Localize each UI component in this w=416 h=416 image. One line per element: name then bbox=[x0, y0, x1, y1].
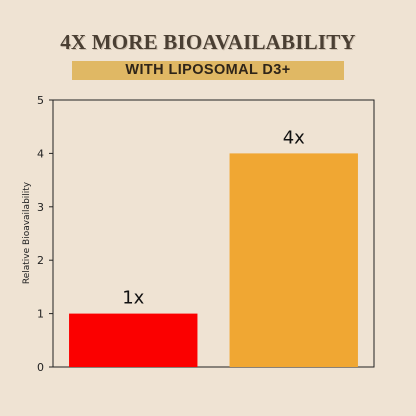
y-tick-label: 5 bbox=[37, 94, 44, 107]
bar bbox=[229, 153, 358, 367]
bar-data-label: 4x bbox=[283, 127, 305, 148]
plot-frame bbox=[52, 99, 375, 368]
y-tick-label: 0 bbox=[37, 361, 44, 374]
chart-subtitle-band: WITH LIPOSOMAL D3+ bbox=[72, 61, 344, 80]
y-axis-label: Relative Bioavailability bbox=[22, 181, 32, 284]
chart-title: 4X MORE BIOAVAILABILITY bbox=[60, 30, 356, 54]
y-tick-label: 1 bbox=[37, 308, 44, 321]
y-tick-label: 2 bbox=[37, 254, 44, 267]
y-tick-label: 3 bbox=[37, 201, 44, 214]
y-tick-label: 4 bbox=[37, 147, 44, 160]
bar bbox=[69, 313, 198, 367]
bar-data-label: 1x bbox=[122, 288, 144, 309]
